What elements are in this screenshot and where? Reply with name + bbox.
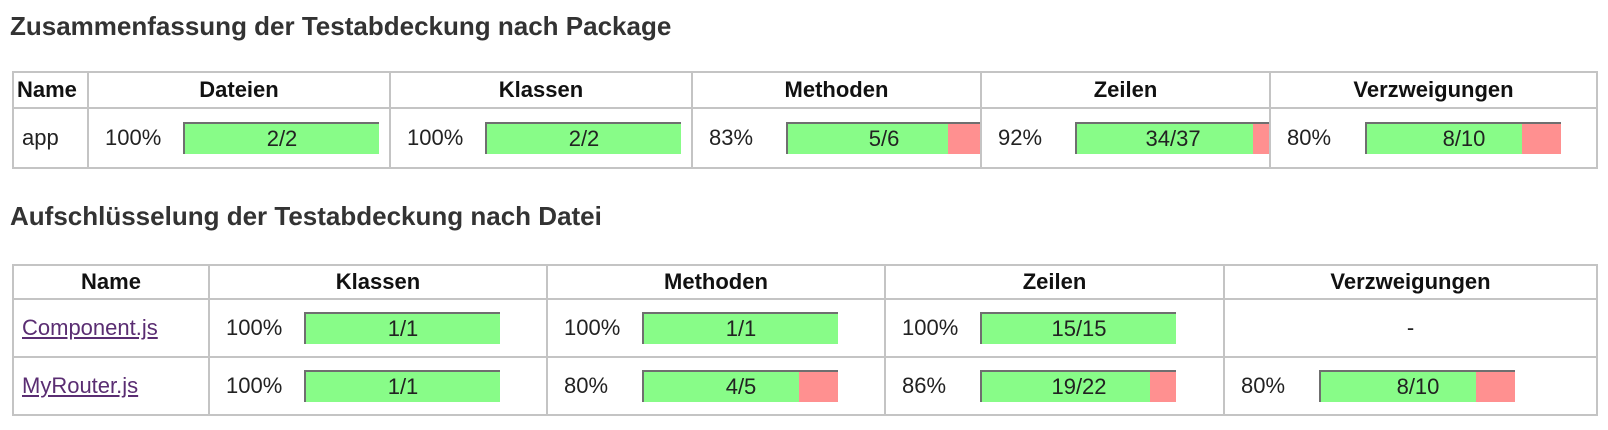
coverage-bar: 8/10 (1365, 122, 1561, 154)
coverage-bar-fill (487, 124, 681, 154)
coverage-indicator: 100% 1/1 (211, 370, 545, 402)
column-header-branches: Verzweigungen (1223, 264, 1598, 300)
column-header-classes: Klassen (208, 264, 548, 300)
column-header-branches: Verzweigungen (1269, 71, 1598, 109)
coverage-bar: 5/6 (786, 122, 979, 154)
coverage-bar-fill (644, 314, 838, 344)
file-link-component[interactable]: Component.js (22, 315, 158, 340)
coverage-percent: 100% (226, 315, 283, 340)
file-name-cell: MyRouter.js (12, 356, 210, 416)
coverage-bar-fill (1321, 372, 1477, 402)
coverage-fraction: 34/37 (1145, 126, 1201, 151)
coverage-bar-fill (982, 372, 1150, 402)
methods-coverage-cell: 83% 5/6 (691, 107, 982, 169)
file-breakdown-title: Aufschlüsselung der Testabdeckung nach D… (10, 201, 602, 231)
coverage-bar-fill (1077, 124, 1254, 154)
column-header-methods: Methoden (691, 71, 982, 109)
coverage-bar: 1/1 (304, 370, 500, 402)
coverage-fraction: 8/10 (1442, 126, 1486, 151)
coverage-indicator: 100% 15/15 (887, 312, 1222, 344)
classes-coverage-cell: 100% 1/1 (208, 298, 548, 358)
package-name: app (12, 107, 89, 169)
column-header-name: Name (12, 264, 210, 300)
coverage-percent: 100% (407, 125, 464, 150)
table-header-row: Name Dateien Klassen Methoden Zeilen Ver… (12, 71, 1598, 109)
methods-coverage-cell: 100% 1/1 (546, 298, 886, 358)
coverage-bar: 8/10 (1319, 370, 1515, 402)
coverage-indicator: 100% 1/1 (211, 312, 545, 344)
coverage-percent: 80% (564, 373, 609, 398)
coverage-indicator: 83% 5/6 (694, 122, 979, 154)
coverage-percent: 100% (564, 315, 621, 340)
coverage-percent: 92% (998, 125, 1043, 150)
coverage-indicator: 100% 2/2 (392, 122, 690, 154)
coverage-fraction: 1/1 (387, 316, 419, 341)
coverage-fraction: 8/10 (1396, 374, 1440, 399)
coverage-percent: 86% (902, 373, 947, 398)
branches-coverage-cell: 80% 8/10 (1269, 107, 1598, 169)
file-coverage-table: Name Klassen Methoden Zeilen Verzweigung… (12, 264, 1598, 416)
branches-coverage-cell: - (1223, 298, 1598, 358)
coverage-percent: 100% (902, 315, 959, 340)
coverage-bar: 1/1 (304, 312, 500, 344)
lines-coverage-cell: 100% 15/15 (884, 298, 1225, 358)
coverage-bar-fill (1367, 124, 1523, 154)
coverage-fraction: 19/22 (1051, 374, 1107, 399)
coverage-bar-fill (788, 124, 949, 154)
coverage-bar: 19/22 (980, 370, 1176, 402)
coverage-percent: 100% (105, 125, 162, 150)
coverage-bar-fill (306, 372, 500, 402)
coverage-bar: 4/5 (642, 370, 838, 402)
package-coverage-table: Name Dateien Klassen Methoden Zeilen Ver… (12, 71, 1598, 169)
table-header-row: Name Klassen Methoden Zeilen Verzweigung… (12, 264, 1598, 300)
coverage-percent: 80% (1241, 373, 1286, 398)
column-header-name: Name (12, 71, 89, 109)
table-row: app 100% 2/2 100% 2/2 83% 5/6 92% 34/37 80% 8… (12, 107, 1598, 169)
coverage-fraction: 1/1 (387, 374, 419, 399)
coverage-bar-fill (644, 372, 800, 402)
coverage-indicator: 100% 1/1 (549, 312, 883, 344)
column-header-classes: Klassen (389, 71, 693, 109)
column-header-lines: Zeilen (980, 71, 1271, 109)
coverage-bar: 2/2 (183, 122, 379, 154)
classes-coverage-cell: 100% 2/2 (389, 107, 693, 169)
coverage-fraction: 15/15 (1051, 316, 1107, 341)
coverage-bar: 34/37 (1075, 122, 1268, 154)
coverage-bar-fill (185, 124, 379, 154)
lines-coverage-cell: 92% 34/37 (980, 107, 1271, 169)
coverage-fraction: 2/2 (568, 126, 600, 151)
package-summary-title: Zusammenfassung der Testabdeckung nach P… (10, 11, 672, 41)
files-coverage-cell: 100% 2/2 (87, 107, 391, 169)
file-name-cell: Component.js (12, 298, 210, 358)
file-link-myrouter[interactable]: MyRouter.js (22, 373, 139, 398)
coverage-bar-fill (982, 314, 1176, 344)
coverage-indicator: 86% 19/22 (887, 370, 1222, 402)
coverage-percent: 100% (226, 373, 283, 398)
coverage-bar: 15/15 (980, 312, 1176, 344)
coverage-fraction: 1/1 (725, 316, 757, 341)
table-row: Component.js 100% 1/1 100% 1/1 100% 15/15 - (12, 298, 1598, 358)
coverage-bar-fill (306, 314, 500, 344)
coverage-indicator: 80% 8/10 (1226, 370, 1595, 402)
coverage-bar: 2/2 (485, 122, 681, 154)
table-row: MyRouter.js 100% 1/1 80% 4/5 86% 19/22 80% 8… (12, 356, 1598, 416)
no-branches-placeholder: - (1406, 315, 1415, 340)
coverage-fraction: 2/2 (266, 126, 298, 151)
coverage-indicator: 80% 4/5 (549, 370, 883, 402)
column-header-lines: Zeilen (884, 264, 1225, 300)
coverage-fraction: 5/6 (868, 126, 900, 151)
lines-coverage-cell: 86% 19/22 (884, 356, 1225, 416)
methods-coverage-cell: 80% 4/5 (546, 356, 886, 416)
coverage-percent: 83% (709, 125, 754, 150)
coverage-indicator: 92% 34/37 (983, 122, 1268, 154)
coverage-indicator: 80% 8/10 (1272, 122, 1595, 154)
column-header-methods: Methoden (546, 264, 886, 300)
coverage-percent: 80% (1287, 125, 1332, 150)
coverage-bar: 1/1 (642, 312, 838, 344)
branches-coverage-cell: 80% 8/10 (1223, 356, 1598, 416)
column-header-files: Dateien (87, 71, 391, 109)
classes-coverage-cell: 100% 1/1 (208, 356, 548, 416)
coverage-indicator: 100% 2/2 (90, 122, 388, 154)
coverage-fraction: 4/5 (725, 374, 757, 399)
